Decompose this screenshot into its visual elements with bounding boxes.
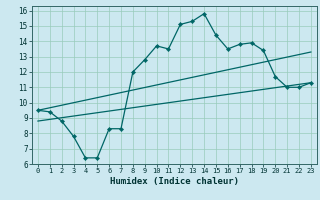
X-axis label: Humidex (Indice chaleur): Humidex (Indice chaleur) bbox=[110, 177, 239, 186]
